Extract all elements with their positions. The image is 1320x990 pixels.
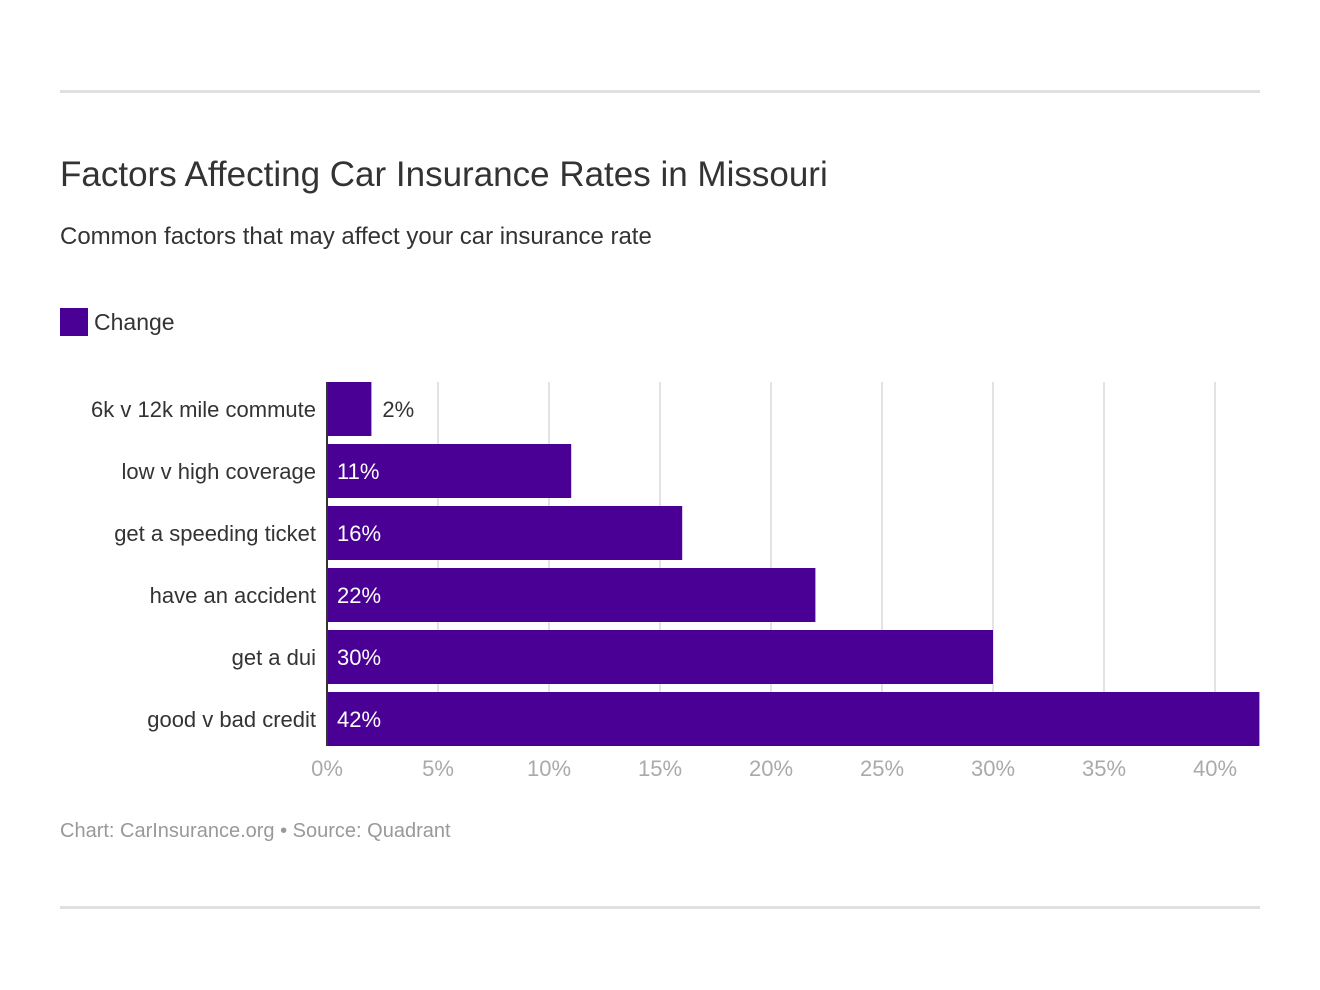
top-rule <box>60 90 1260 93</box>
x-tick-label: 35% <box>1082 756 1126 781</box>
category-label: low v high coverage <box>122 459 316 484</box>
legend-label: Change <box>94 308 175 335</box>
bar <box>327 444 572 498</box>
category-label: get a speeding ticket <box>114 521 316 546</box>
chart-title: Factors Affecting Car Insurance Rates in… <box>60 155 828 194</box>
x-tick-label: 30% <box>971 756 1015 781</box>
data-label: 30% <box>337 645 381 670</box>
x-tick-label: 40% <box>1193 756 1237 781</box>
x-tick-label: 15% <box>638 756 682 781</box>
category-label: good v bad credit <box>147 707 316 732</box>
bar <box>327 692 1260 746</box>
x-tick-label: 10% <box>527 756 571 781</box>
data-label: 22% <box>337 583 381 608</box>
legend: Change <box>60 308 175 336</box>
bar <box>327 630 993 684</box>
chart-subtitle: Common factors that may affect your car … <box>60 223 652 250</box>
chart-source: Chart: CarInsurance.org • Source: Quadra… <box>60 820 451 842</box>
category-label: have an accident <box>150 583 316 608</box>
category-label: 6k v 12k mile commute <box>91 397 316 422</box>
data-label: 2% <box>382 397 414 422</box>
bar <box>327 506 683 560</box>
x-tick-label: 0% <box>311 756 343 781</box>
bottom-rule <box>60 906 1260 909</box>
legend-swatch <box>60 308 88 336</box>
bar <box>327 568 816 622</box>
data-label: 16% <box>337 521 381 546</box>
x-tick-label: 5% <box>422 756 454 781</box>
data-label: 42% <box>337 707 381 732</box>
category-label: get a dui <box>232 645 316 670</box>
x-tick-label: 20% <box>749 756 793 781</box>
data-label: 11% <box>337 459 379 484</box>
x-tick-label: 25% <box>860 756 904 781</box>
bar <box>327 382 372 436</box>
